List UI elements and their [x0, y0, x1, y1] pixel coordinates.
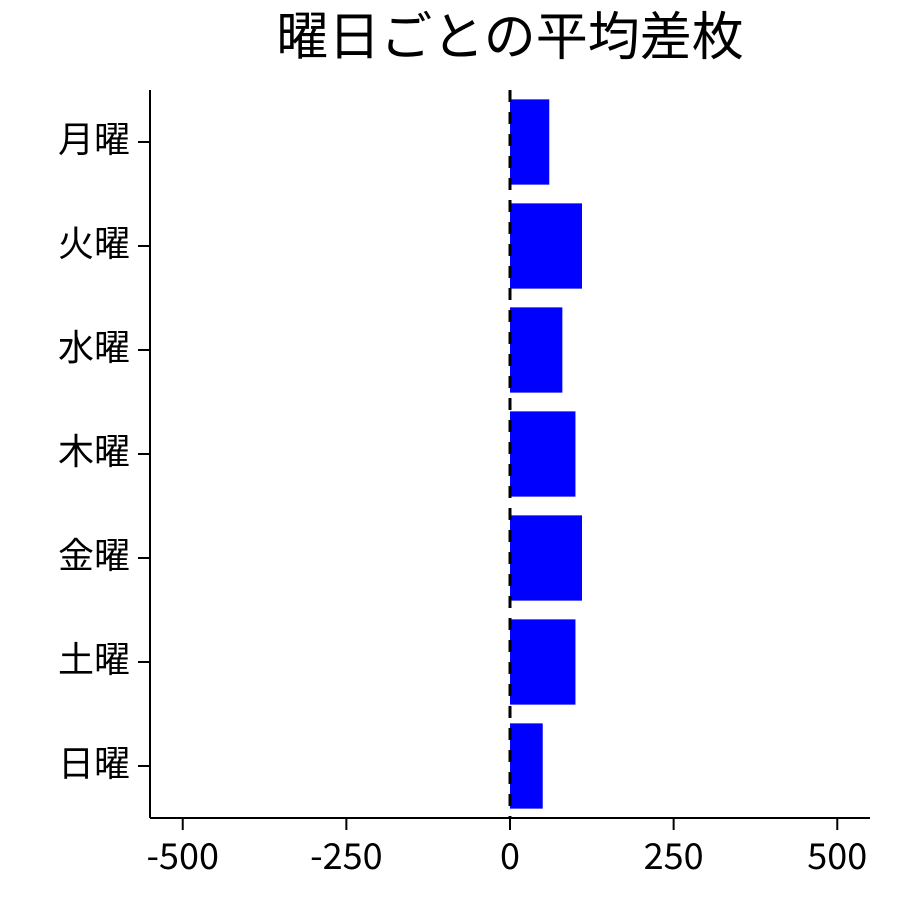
weekday-avg-diff-chart: 曜日ごとの平均差枚月曜火曜水曜木曜金曜土曜日曜 -500 -250 0 250 500 — [0, 0, 900, 900]
bar-3 — [510, 411, 575, 496]
x-tick-label: 500 — [807, 828, 867, 880]
bar-6 — [510, 723, 543, 808]
x-tick-label: -250 — [310, 828, 382, 880]
y-tick-label: 火曜 — [58, 215, 130, 267]
bar-5 — [510, 619, 575, 704]
bar-0 — [510, 99, 549, 184]
bar-4 — [510, 515, 582, 600]
y-tick-label: 土曜 — [58, 631, 130, 683]
y-tick-label: 金曜 — [58, 527, 130, 579]
y-tick-label: 木曜 — [58, 423, 130, 475]
x-tick-label: 0 — [500, 828, 520, 880]
bars-group — [510, 99, 582, 808]
chart-svg: 曜日ごとの平均差枚月曜火曜水曜木曜金曜土曜日曜 -500 -250 0 250 500 — [0, 0, 900, 900]
x-tick-label: 250 — [644, 828, 704, 880]
bar-1 — [510, 203, 582, 288]
y-tick-label: 水曜 — [58, 319, 130, 371]
chart-title: 曜日ごとの平均差枚 — [276, 0, 743, 70]
x-tick-label: -500 — [147, 828, 219, 880]
y-tick-label: 日曜 — [58, 735, 130, 787]
bar-2 — [510, 307, 562, 392]
y-tick-label: 月曜 — [58, 111, 130, 163]
